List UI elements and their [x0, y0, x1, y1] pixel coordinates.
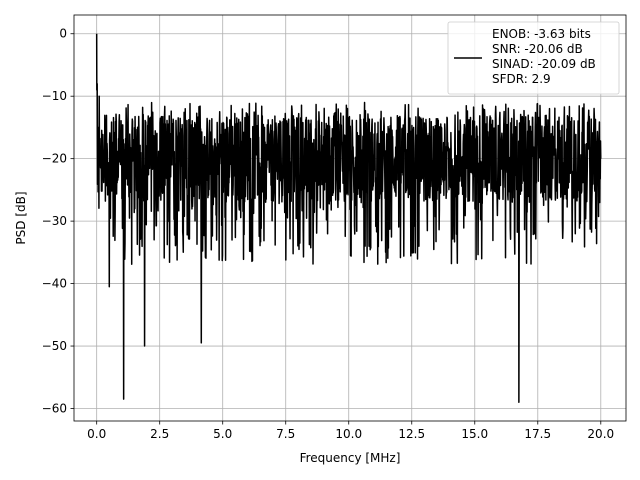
- x-tick-label: 20.0: [587, 427, 614, 441]
- legend-entry-sfdr: SFDR: 2.9: [492, 72, 551, 86]
- y-tick-label: −60: [42, 402, 67, 416]
- y-axis-label: PSD [dB]: [14, 191, 28, 244]
- legend-entry-enob: ENOB: -3.63 bits: [492, 27, 591, 41]
- x-tick-label: 17.5: [524, 427, 551, 441]
- legend-entry-snr: SNR: -20.06 dB: [492, 42, 583, 56]
- x-axis-ticks: 0.0 2.5 5.0 7.5 10.0 12.5 15.0 17.5 20.0: [87, 421, 614, 441]
- x-axis-label: Frequency [MHz]: [300, 451, 401, 465]
- x-tick-label: 12.5: [398, 427, 425, 441]
- x-tick-label: 5.0: [213, 427, 232, 441]
- y-tick-label: −30: [42, 214, 67, 228]
- x-tick-label: 2.5: [150, 427, 169, 441]
- y-tick-label: −50: [42, 339, 67, 353]
- x-tick-label: 10.0: [335, 427, 362, 441]
- x-tick-label: 7.5: [276, 427, 295, 441]
- legend-box: [447, 21, 620, 95]
- axes-frame: [73, 14, 627, 422]
- y-axis-ticks: 0 −10 −20 −30 −40 −50 −60: [42, 27, 74, 416]
- psd-series-line: [95, 33, 602, 404]
- y-tick-label: 0: [59, 27, 67, 41]
- y-tick-label: −40: [42, 277, 67, 291]
- legend: ENOB: -3.63 bits SNR: -20.06 dB SINAD: -…: [447, 21, 620, 95]
- x-tick-label: 15.0: [461, 427, 488, 441]
- x-tick-label: 0.0: [87, 427, 106, 441]
- legend-entry-sinad: SINAD: -20.09 dB: [492, 57, 596, 71]
- y-tick-label: −10: [42, 89, 67, 103]
- plot-area: [95, 33, 602, 404]
- y-tick-label: −20: [42, 152, 67, 166]
